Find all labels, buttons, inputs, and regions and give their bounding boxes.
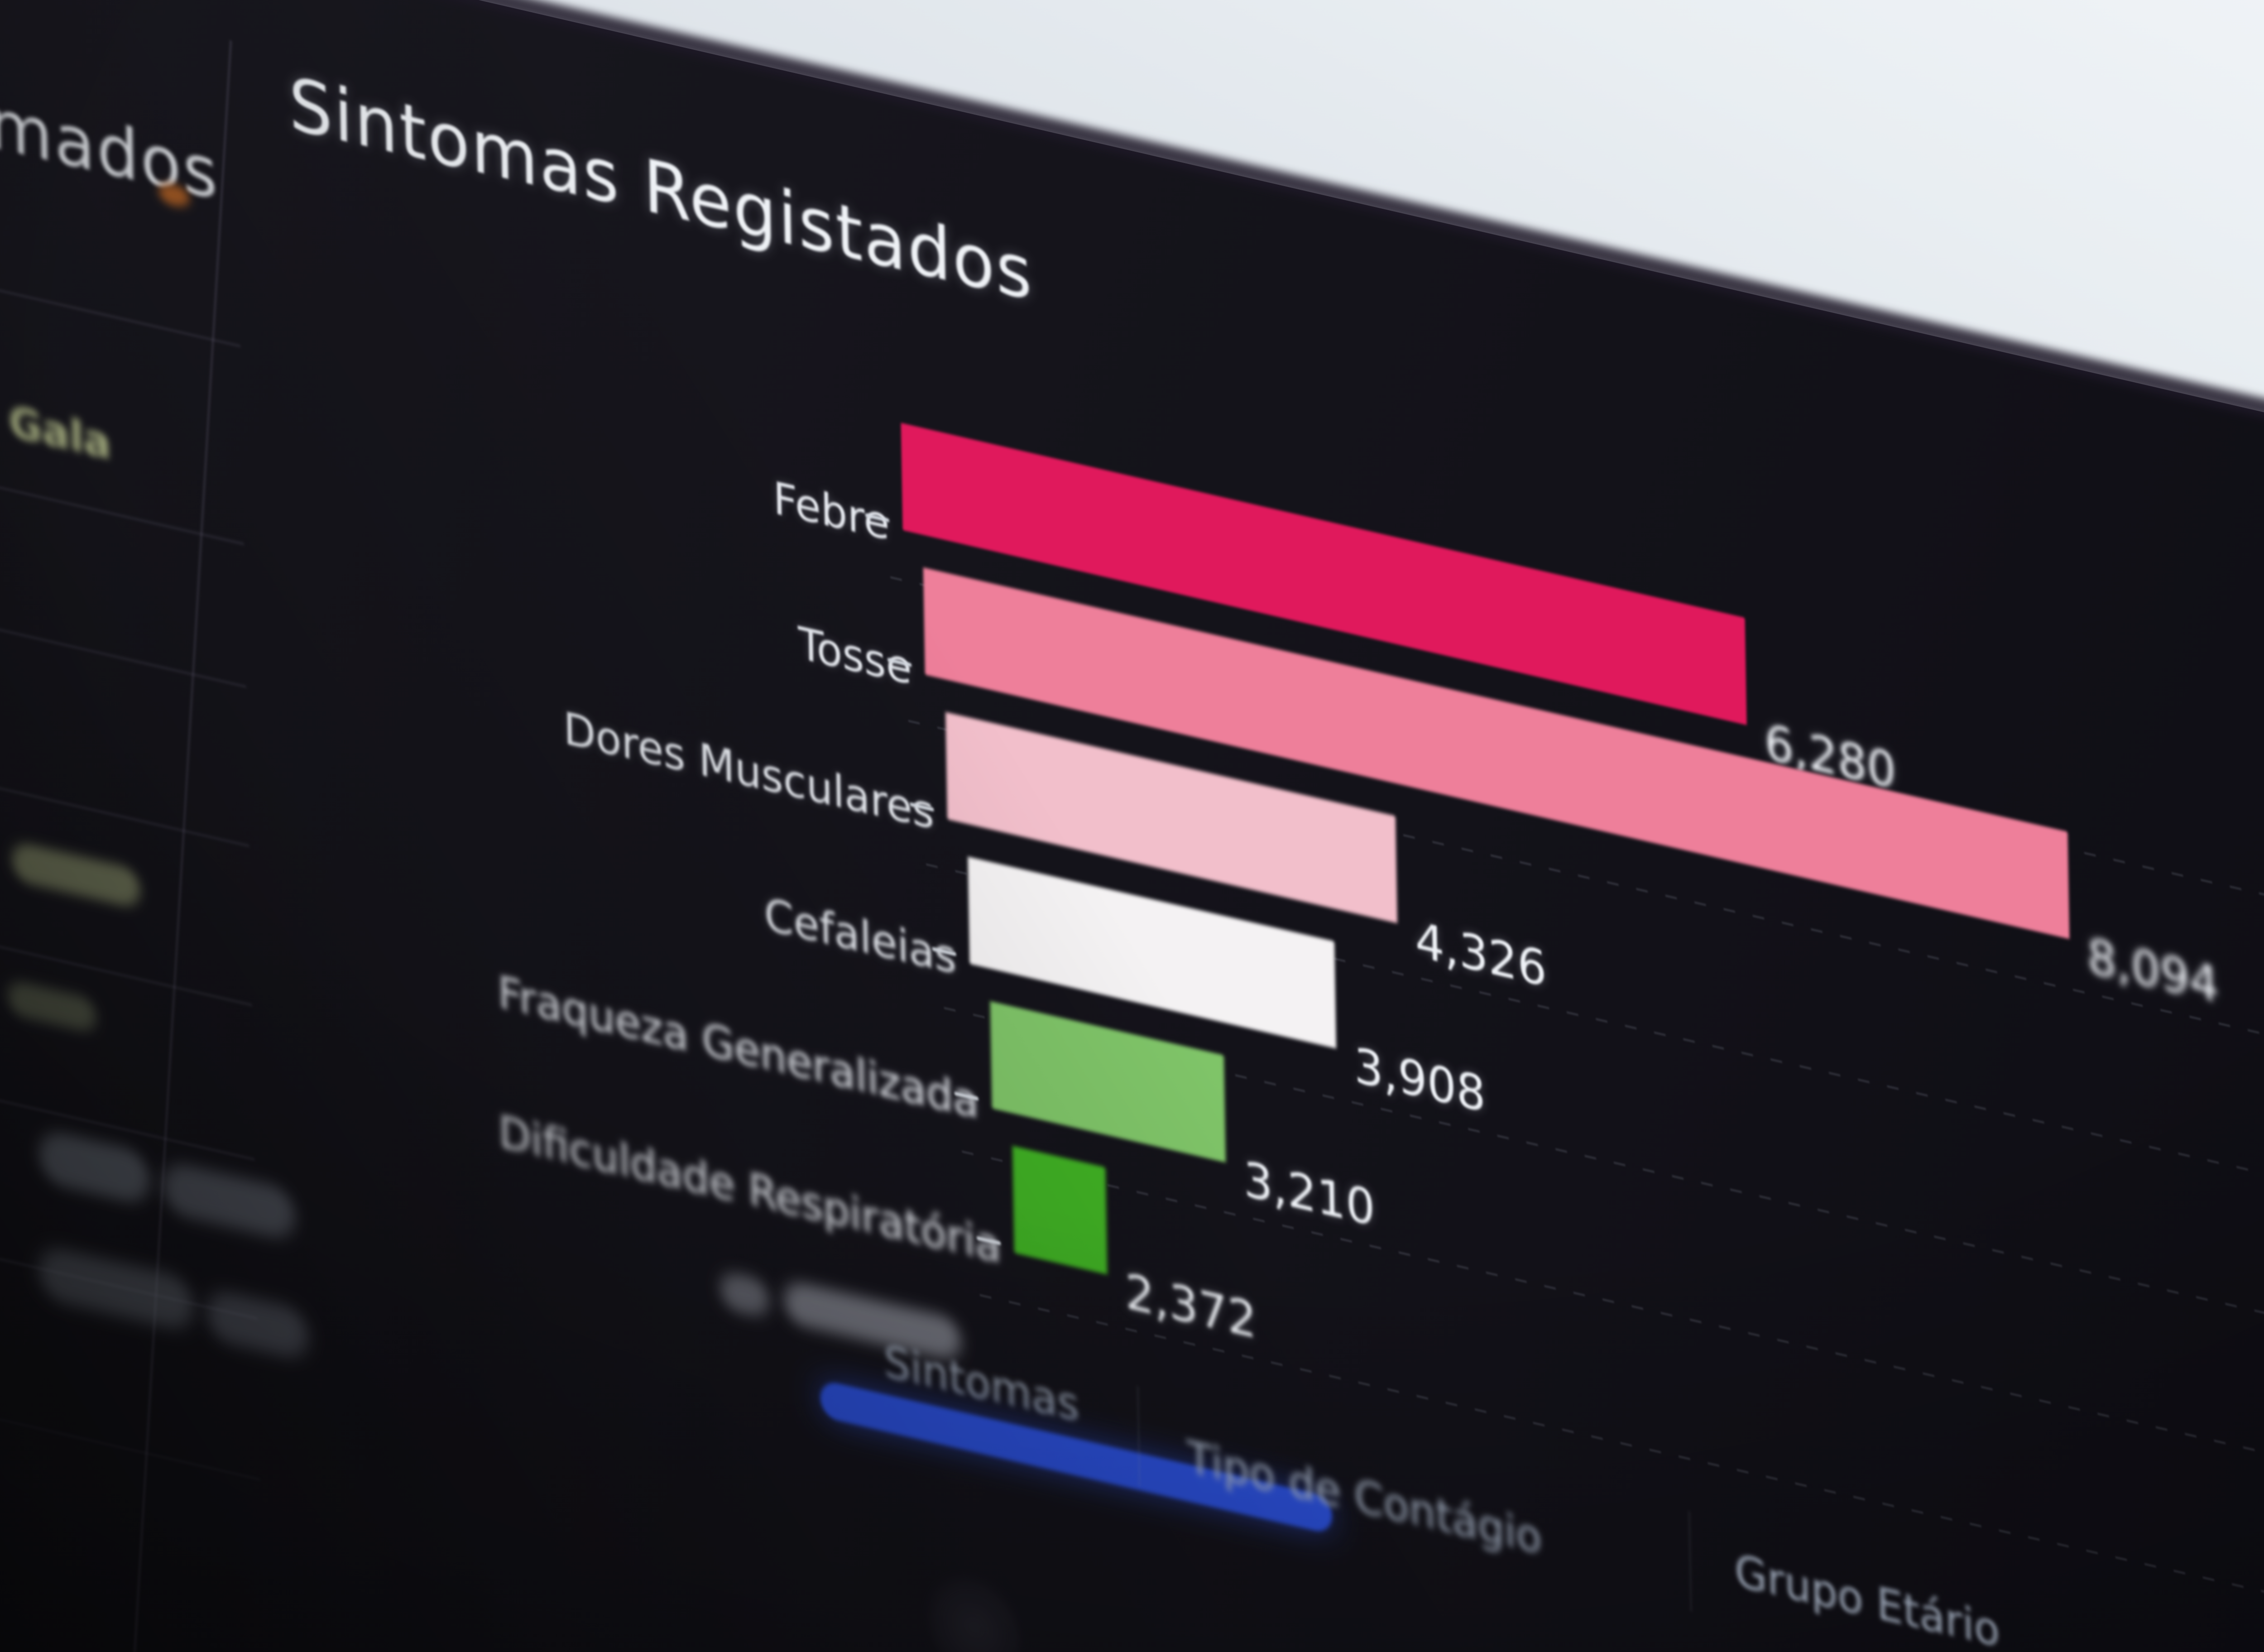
bar[interactable]: [1012, 1146, 1108, 1275]
